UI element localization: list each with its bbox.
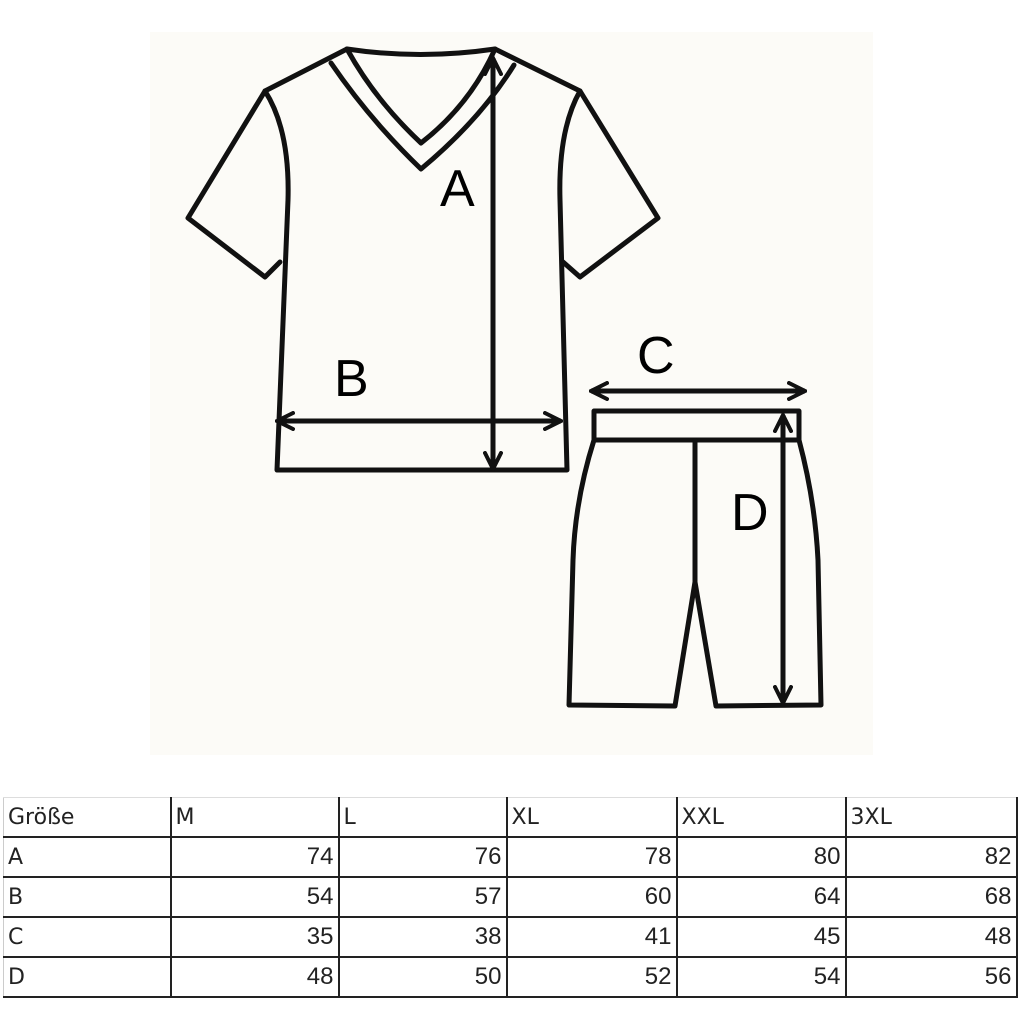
label-c: C bbox=[637, 327, 675, 385]
table-row: B 54 57 60 64 68 bbox=[3, 876, 1018, 918]
cell: 74 bbox=[169, 836, 340, 878]
table-row: D 48 50 52 54 56 bbox=[3, 956, 1018, 998]
header-cell: XXL bbox=[675, 797, 847, 838]
header-cell: XL bbox=[505, 797, 678, 838]
cell: 76 bbox=[337, 836, 508, 878]
header-cell: M bbox=[169, 797, 340, 838]
row-label: A bbox=[3, 836, 172, 878]
row-label: C bbox=[3, 916, 172, 958]
header-cell: Größe bbox=[3, 797, 172, 838]
cell: 68 bbox=[844, 876, 1018, 918]
cell: 35 bbox=[169, 916, 340, 958]
table-row: C 35 38 41 45 48 bbox=[3, 916, 1018, 958]
size-diagram: A B C D bbox=[185, 46, 824, 709]
cell: 60 bbox=[505, 876, 678, 918]
label-a: A bbox=[440, 160, 475, 218]
header-cell: 3XL bbox=[844, 797, 1018, 838]
row-label: B bbox=[3, 876, 172, 918]
size-table: Größe M L XL XXL 3XL A 74 76 78 80 82 B … bbox=[3, 797, 1018, 998]
header-cell: L bbox=[337, 797, 508, 838]
row-label: D bbox=[3, 956, 172, 998]
cell: 52 bbox=[505, 956, 678, 998]
cell: 50 bbox=[337, 956, 508, 998]
cell: 80 bbox=[675, 836, 847, 878]
cell: 41 bbox=[505, 916, 678, 958]
cell: 54 bbox=[675, 956, 847, 998]
label-d: D bbox=[731, 484, 769, 542]
cell: 57 bbox=[337, 876, 508, 918]
label-b: B bbox=[334, 350, 369, 408]
table-row: A 74 76 78 80 82 bbox=[3, 836, 1018, 878]
cell: 64 bbox=[675, 876, 847, 918]
cell: 78 bbox=[505, 836, 678, 878]
cell: 54 bbox=[169, 876, 340, 918]
cell: 45 bbox=[675, 916, 847, 958]
cell: 82 bbox=[844, 836, 1018, 878]
cell: 48 bbox=[844, 916, 1018, 958]
table-header-row: Größe M L XL XXL 3XL bbox=[3, 797, 1018, 838]
cell: 38 bbox=[337, 916, 508, 958]
shorts-outline bbox=[566, 408, 824, 709]
cell: 48 bbox=[169, 956, 340, 998]
cell: 56 bbox=[844, 956, 1018, 998]
measure-arrows bbox=[277, 58, 805, 703]
